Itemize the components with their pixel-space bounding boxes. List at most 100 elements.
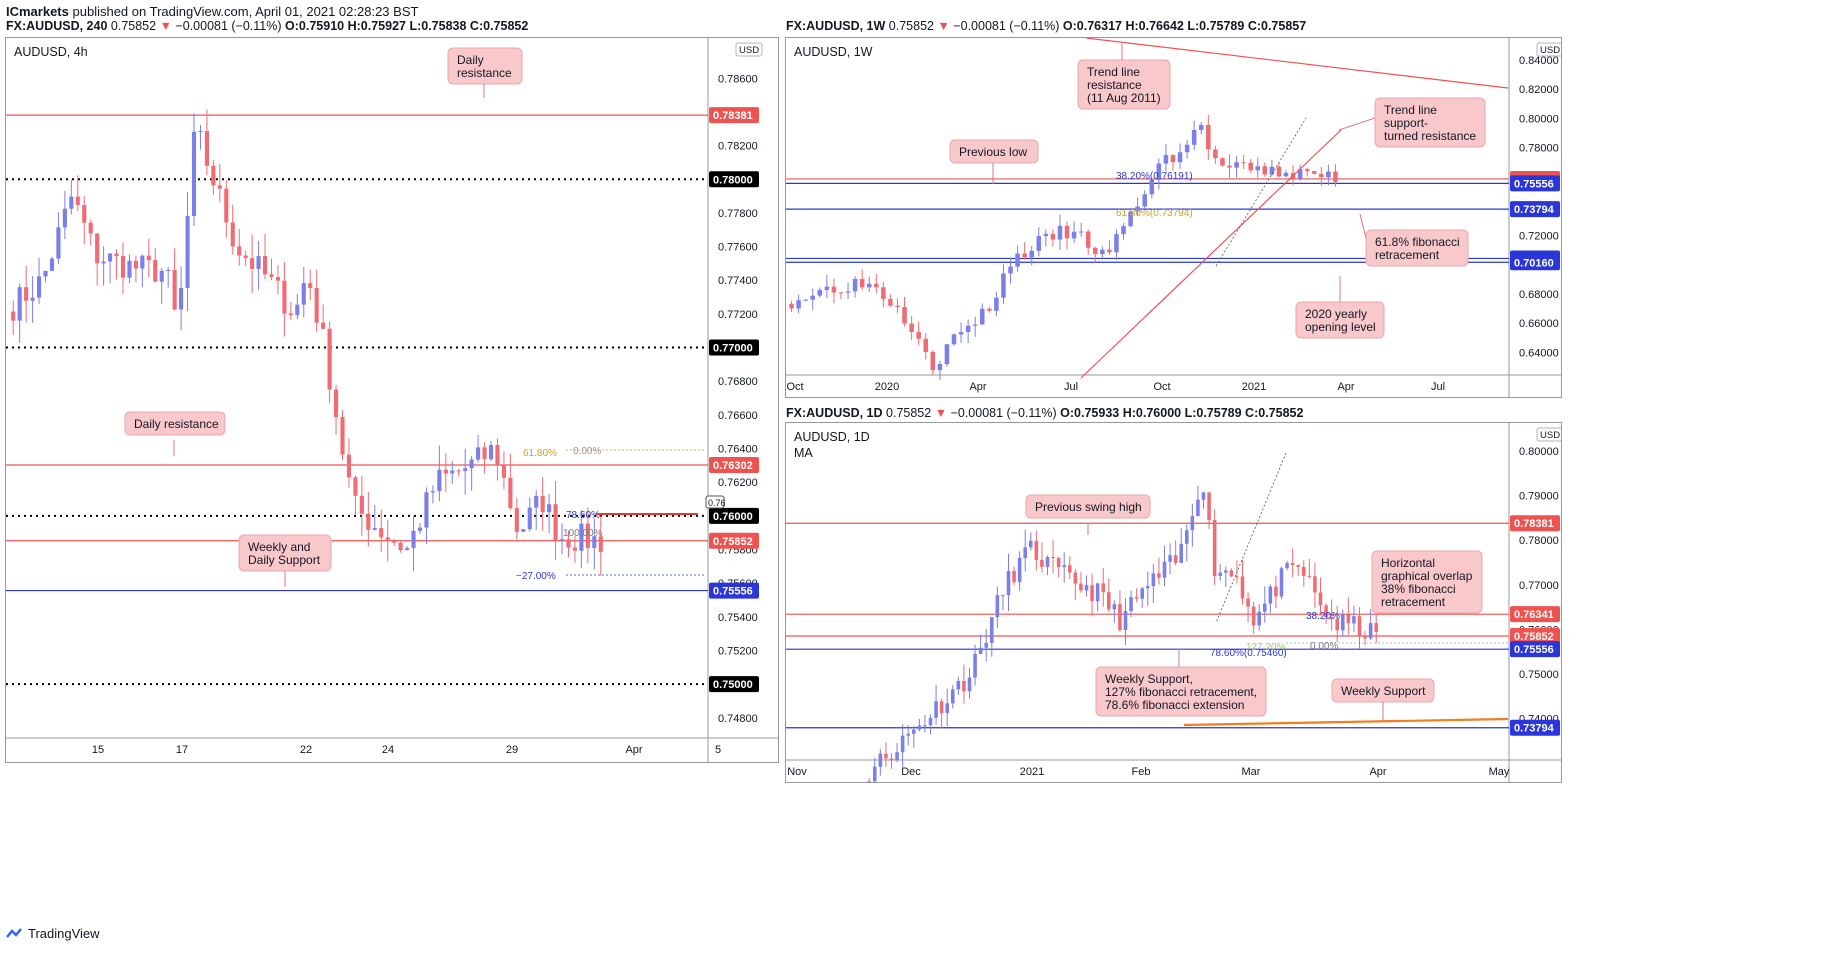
close-1d: C:0.75852	[1245, 406, 1304, 420]
price-tag-label: 0.75556	[1514, 178, 1554, 190]
candle-up	[1179, 543, 1183, 563]
candle-up	[411, 530, 416, 549]
candle-down	[1068, 565, 1072, 573]
candle-down	[275, 277, 281, 281]
price-tag-label: 0.76341	[1514, 609, 1554, 621]
candle-up	[463, 468, 468, 471]
y-tick-label: 0.77400	[718, 275, 758, 287]
candle-up	[1001, 595, 1005, 597]
candle-up	[1269, 166, 1275, 175]
price-tag	[1510, 606, 1560, 623]
candle-up	[450, 470, 455, 474]
candle-up	[159, 270, 164, 282]
candle-up	[1268, 586, 1273, 604]
candle-up	[944, 344, 950, 365]
fib-level-label: 127.20%	[1246, 642, 1286, 653]
candle-up	[824, 286, 830, 290]
candle-up	[101, 261, 106, 264]
candle-down	[789, 304, 794, 309]
chart-title: AUDUSD, 4h	[14, 45, 88, 59]
open-1w: O:0.76317	[1062, 19, 1122, 33]
candle-down	[314, 288, 319, 323]
price-tag	[1510, 641, 1560, 658]
candle-up	[934, 701, 938, 718]
candle-up	[900, 735, 905, 753]
publisher-name: ICmarkets	[6, 4, 69, 19]
candle-up	[1185, 530, 1189, 544]
candle-down	[1307, 575, 1312, 577]
candle-down	[24, 287, 29, 301]
candle-up	[185, 215, 190, 288]
candle-down	[88, 222, 93, 234]
y-tick-label: 0.79000	[1519, 491, 1559, 503]
candle-down	[224, 188, 229, 223]
candle-up	[965, 325, 971, 333]
candle-up	[1095, 583, 1100, 602]
candle-up	[62, 208, 67, 228]
candle-up	[430, 491, 435, 493]
x-tick-label: May	[1489, 766, 1510, 778]
last-1w: 0.75852	[888, 19, 934, 33]
candle-down	[831, 286, 837, 293]
callout-text: Trend line	[1384, 103, 1437, 117]
candle-down	[243, 255, 248, 259]
price-tag	[1510, 719, 1560, 736]
candle-down	[269, 274, 274, 278]
x-tick-label: Oct	[786, 381, 803, 393]
y-tick-label: 0.82000	[1519, 84, 1559, 96]
candle-down	[217, 185, 222, 189]
candle-down	[1248, 162, 1253, 171]
candle-down	[1318, 592, 1323, 606]
callout-text: resistance	[457, 66, 512, 80]
close-4h: C:0.75852	[469, 19, 529, 33]
candle-down	[1157, 573, 1161, 578]
price-tag-label: 0.75556	[713, 586, 753, 598]
header-1d: FX:AUDUSD, 1D 0.75852 ▼ −0.00081 (−0.11%…	[786, 406, 1303, 420]
fib-level-label: −27.00%	[516, 571, 556, 582]
x-tick-label: 29	[506, 744, 518, 756]
callout-text: Weekly Support,	[1105, 672, 1193, 686]
y-tick-label: 0.68000	[1519, 289, 1559, 301]
y-tick-label: 0.78000	[1519, 143, 1559, 155]
last-1d: 0.75852	[886, 406, 932, 420]
candle-down	[598, 536, 603, 552]
candle-down	[1064, 225, 1070, 239]
chart-svg-1d[interactable]: AUDUSD, 1D MA USD 0.80000 0.79000 0.78000 0.77…	[786, 423, 1561, 782]
low-1d: L:0.75789	[1184, 406, 1242, 420]
candle-up	[1114, 234, 1119, 253]
candle-down	[1227, 165, 1232, 168]
candle-up	[1029, 250, 1034, 258]
candle-down	[153, 260, 158, 282]
currency-box	[735, 42, 763, 57]
chart-panel-1w[interactable]: AUDUSD, 1W USD 0.84000 0.82000 0.80000 0.7800…	[785, 37, 1562, 398]
chart-panel-1d[interactable]: AUDUSD, 1D MA USD 0.80000 0.79000 0.78000 0.77…	[785, 422, 1562, 783]
x-tick-label: 5	[715, 744, 721, 756]
price-tag-label: 0.70160	[1514, 257, 1554, 269]
trend-line-support	[1080, 129, 1342, 379]
candle-down	[443, 469, 448, 474]
x-tick-label: 17	[176, 744, 188, 756]
candle-down	[1220, 158, 1225, 166]
chart-panel-4h[interactable]: AUDUSD, 4h USD 0.78600 0.78200 0.77800 0.7760…	[5, 37, 779, 763]
candle-down	[1296, 565, 1300, 567]
candle-up	[372, 528, 377, 530]
chart-svg-4h[interactable]: AUDUSD, 4h USD 0.78600 0.78200 0.77800 0.7760…	[6, 38, 778, 762]
candle-up	[1057, 225, 1063, 240]
candle-down	[881, 287, 886, 299]
candle-down	[962, 680, 966, 692]
candle-down	[1229, 570, 1234, 577]
tradingview-footer[interactable]: TradingView	[6, 926, 100, 941]
candle-down	[1118, 604, 1122, 631]
change-1w: −0.00081 (−0.11%)	[953, 19, 1060, 33]
callout-pointer	[1338, 117, 1376, 131]
x-tick-label: 2021	[1020, 766, 1044, 778]
candle-down	[888, 298, 893, 306]
candle-up	[967, 677, 972, 692]
candle-down	[237, 246, 242, 256]
y-tick-label: 0.76400	[718, 444, 758, 456]
candle-down	[501, 464, 506, 478]
candle-down	[230, 222, 235, 247]
candle-down	[508, 477, 513, 509]
candle-up	[1163, 155, 1169, 164]
